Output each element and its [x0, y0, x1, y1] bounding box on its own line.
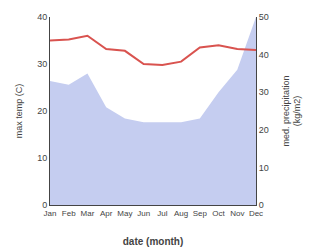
svg-text:40: 40 — [259, 50, 269, 60]
svg-text:20: 20 — [259, 125, 269, 135]
svg-text:Mar: Mar — [81, 209, 95, 218]
svg-text:0: 0 — [259, 200, 264, 210]
svg-text:50: 50 — [259, 12, 269, 22]
svg-text:10: 10 — [37, 153, 47, 163]
svg-text:30: 30 — [37, 59, 47, 69]
svg-text:Jan: Jan — [44, 209, 57, 218]
svg-text:Jun: Jun — [137, 209, 150, 218]
svg-text:Feb: Feb — [62, 209, 76, 218]
svg-text:Nov: Nov — [230, 209, 244, 218]
svg-text:Aug: Aug — [174, 209, 188, 218]
svg-text:30: 30 — [259, 87, 269, 97]
svg-text:10: 10 — [259, 163, 269, 173]
svg-text:max temp (C): max temp (C) — [14, 84, 24, 139]
svg-text:Sep: Sep — [193, 209, 208, 218]
svg-text:Jul: Jul — [157, 209, 167, 218]
svg-text:40: 40 — [37, 12, 47, 22]
svg-text:Dec: Dec — [249, 209, 263, 218]
svg-text:Oct: Oct — [212, 209, 225, 218]
svg-text:med. precipitation(kg/m2): med. precipitation(kg/m2) — [281, 75, 303, 146]
svg-text:0: 0 — [42, 200, 47, 210]
svg-text:date (month): date (month) — [123, 236, 184, 247]
svg-text:May: May — [117, 209, 132, 218]
svg-text:Apr: Apr — [100, 209, 113, 218]
svg-text:20: 20 — [37, 106, 47, 116]
